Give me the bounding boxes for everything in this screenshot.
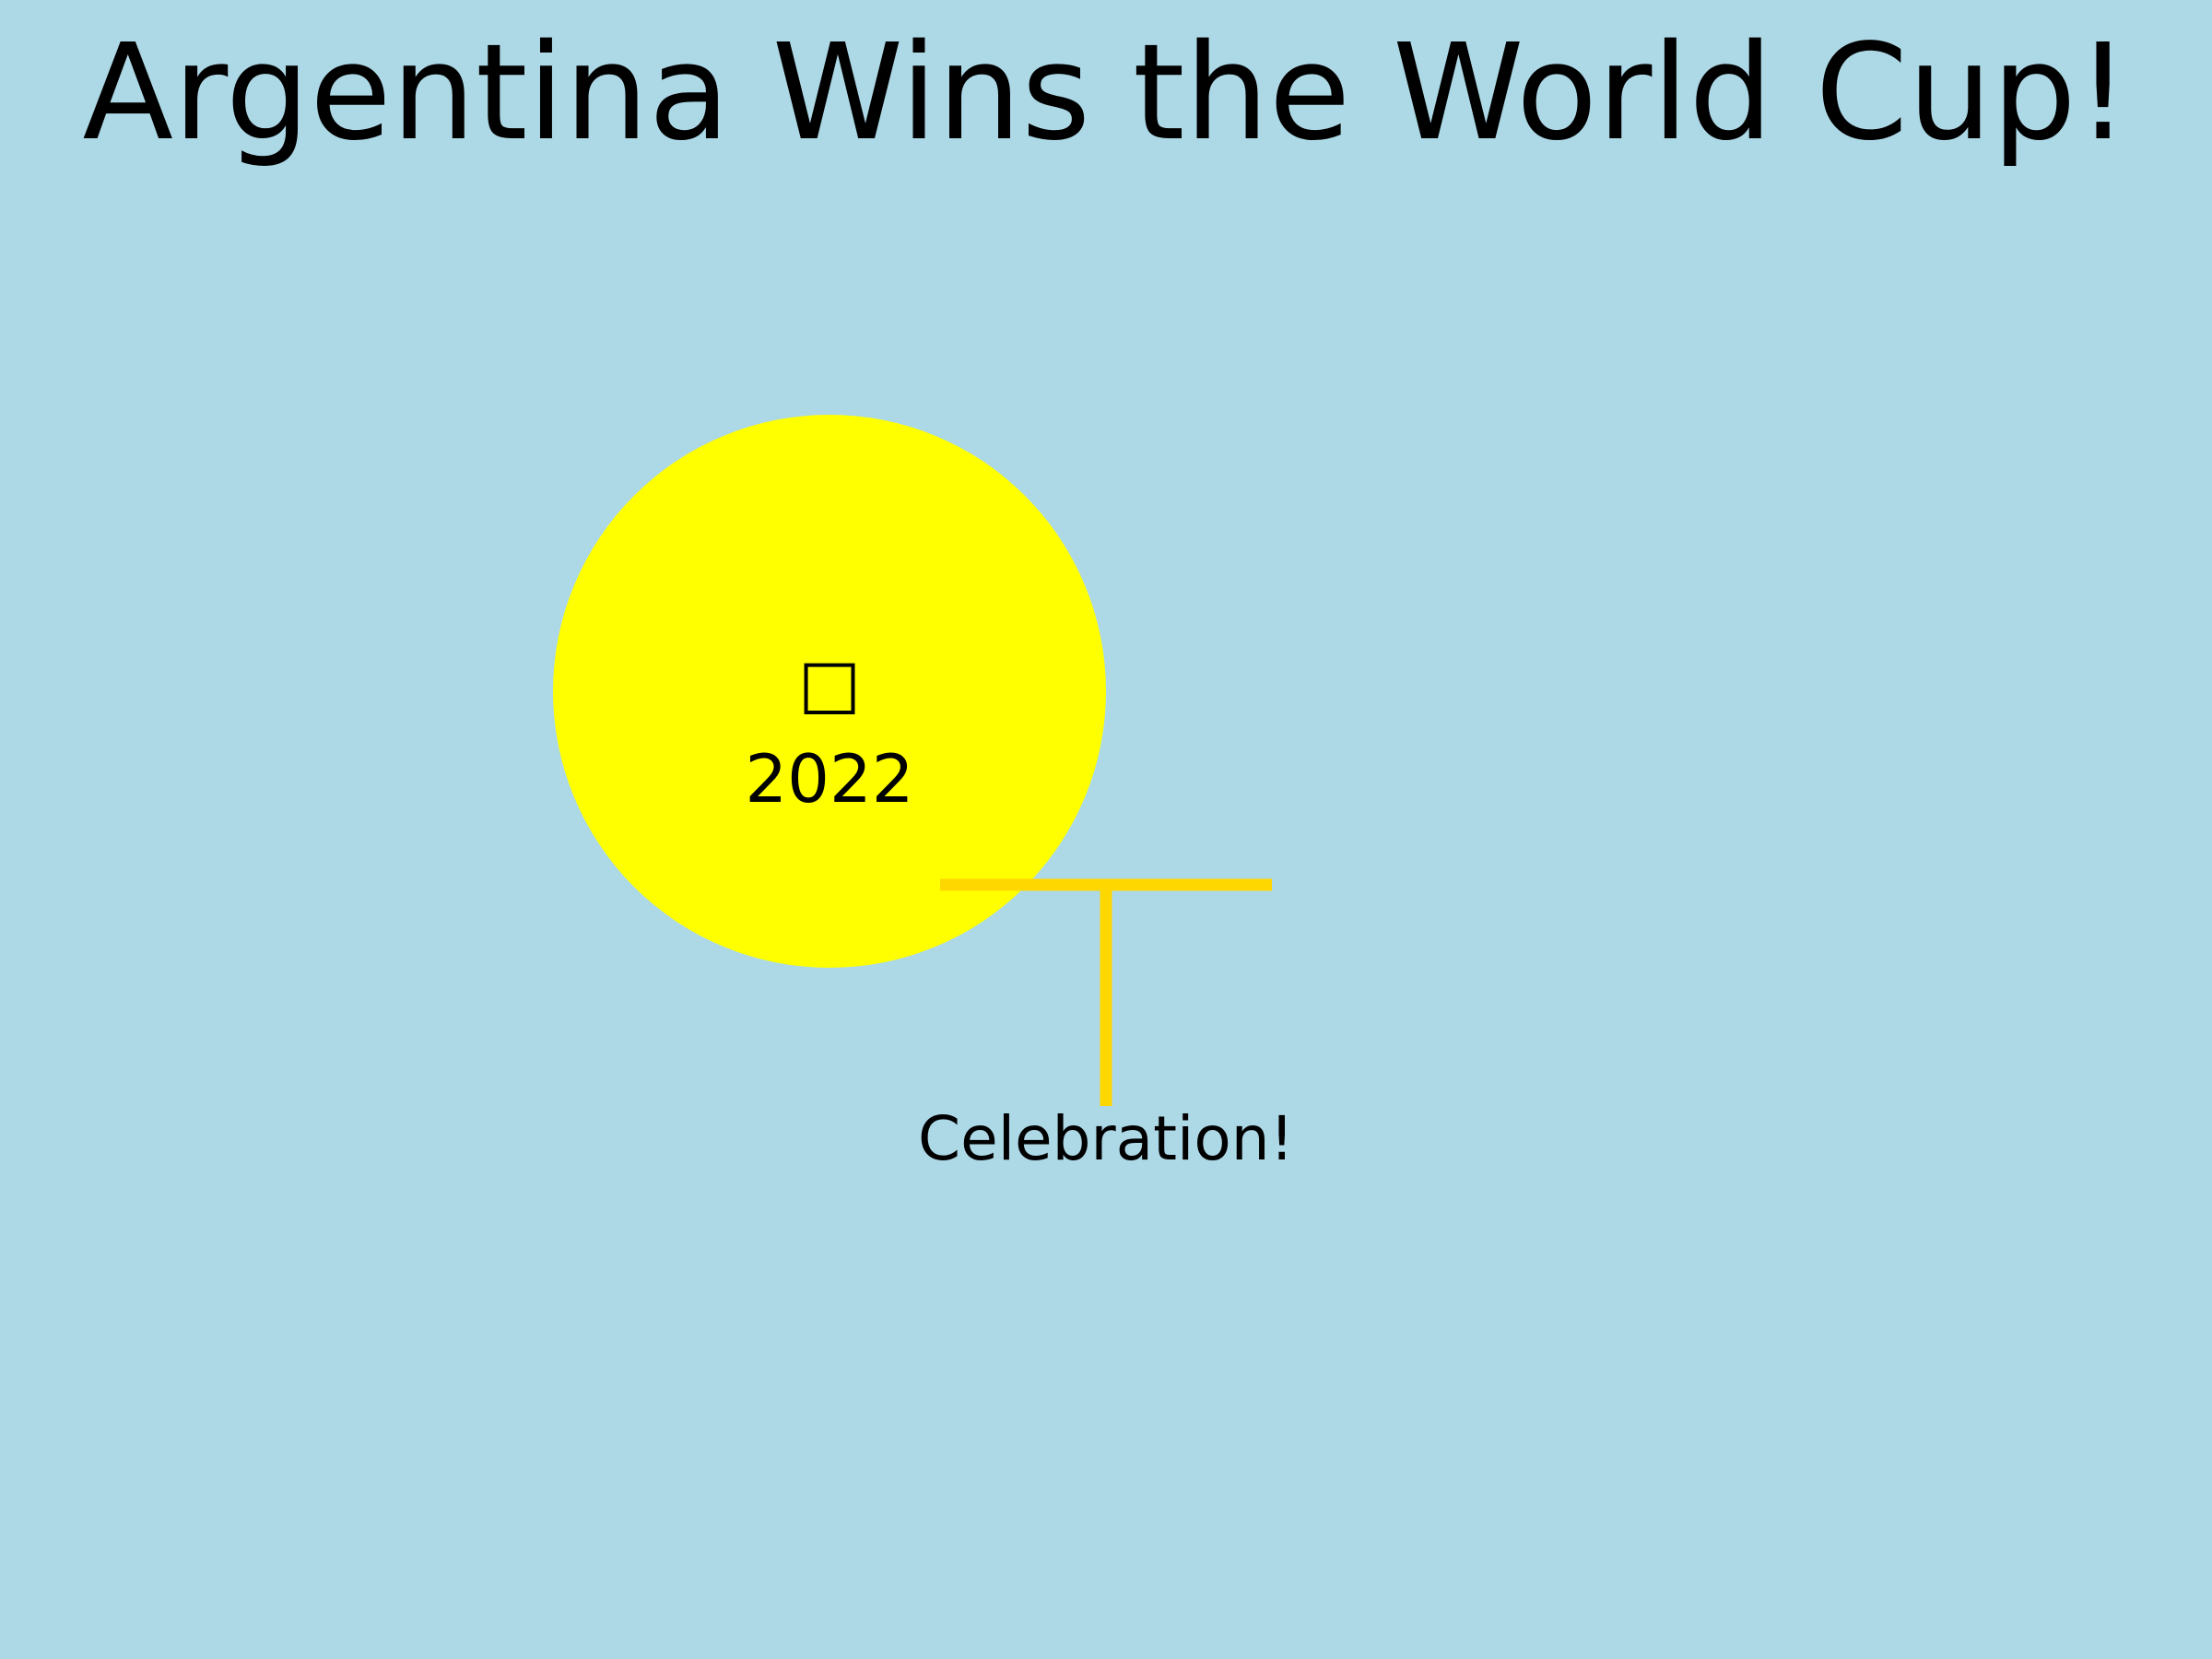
year-label: 2022 [745,740,913,818]
celebration-caption: Celebration! [918,1103,1294,1174]
sun-circle [553,415,1106,968]
page-title: Argentina Wins the World Cup! [83,15,2130,170]
placeholder-glyph: □ [798,644,861,722]
